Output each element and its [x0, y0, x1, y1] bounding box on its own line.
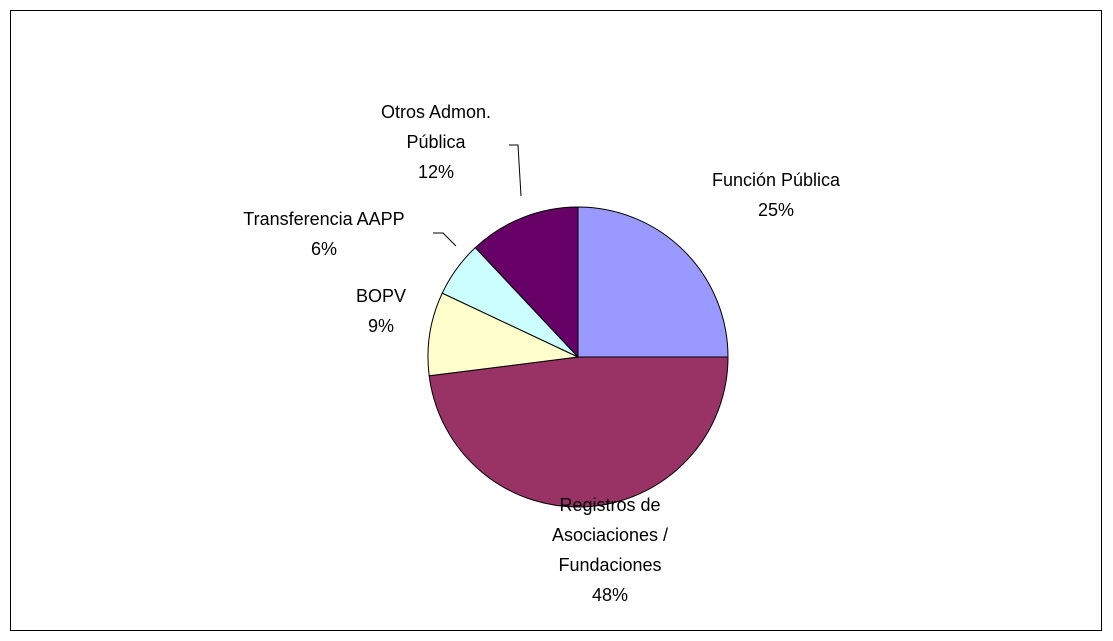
category-label: BOPV — [355, 286, 407, 306]
chart-frame — [10, 10, 1102, 631]
category-label: Otros Admon. Pública — [380, 102, 492, 152]
slice-label: Transferencia AAPP 6% — [204, 204, 444, 264]
category-label: Registros de Asociaciones / Fundaciones — [551, 495, 669, 575]
pie-slice — [427, 292, 580, 377]
pie-slice — [428, 356, 729, 508]
slice-label: Otros Admon. Pública 12% — [366, 97, 506, 187]
value-label: 25% — [757, 200, 795, 220]
value-label: 12% — [417, 162, 455, 182]
value-label: 48% — [591, 585, 629, 605]
pie-slice — [577, 206, 729, 358]
slice-label: Función Pública 25% — [656, 165, 896, 225]
category-label: Transferencia AAPP — [243, 209, 405, 229]
pie-slice — [474, 206, 579, 359]
leader-line — [509, 144, 522, 197]
leader-line — [433, 232, 457, 247]
slice-label: BOPV 9% — [321, 281, 441, 341]
value-label: 9% — [367, 316, 394, 336]
category-label: Función Pública — [711, 170, 841, 190]
value-label: 6% — [310, 239, 337, 259]
slice-label: Registros de Asociaciones / Fundaciones 4… — [535, 490, 685, 610]
